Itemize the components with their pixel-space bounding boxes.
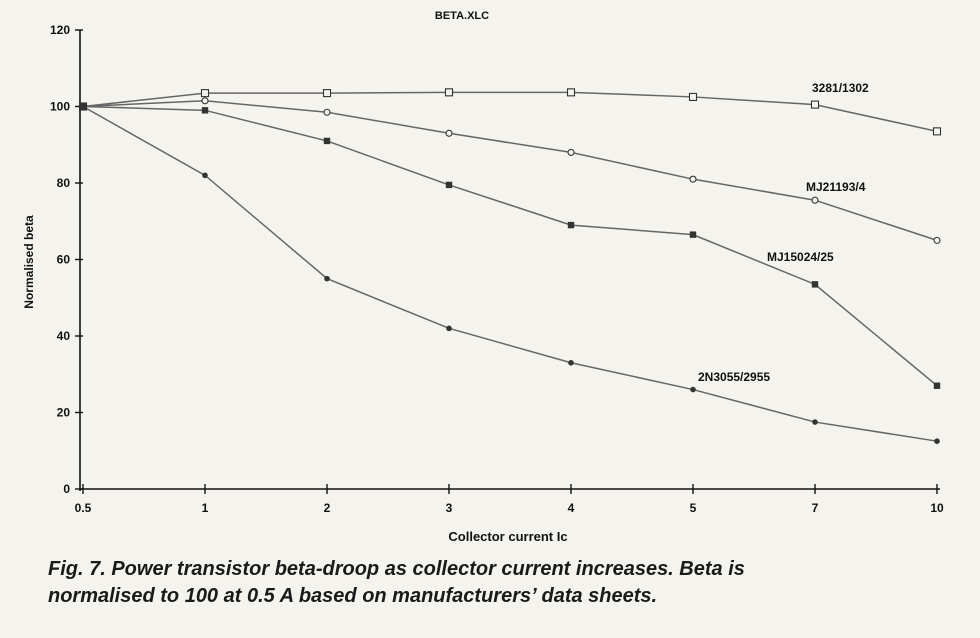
y-tick-label: 80 (57, 176, 71, 190)
data-point (812, 419, 818, 425)
data-point (322, 89, 332, 98)
chart-title: BETA.XLC (435, 10, 489, 22)
series-label: MJ21193/4 (806, 180, 866, 194)
x-axis-ticks: 0.5 1 2 3 4 5 7 10 (75, 484, 944, 515)
y-tick-label: 120 (50, 23, 70, 37)
series-label: 2N3055/2955 (698, 370, 770, 384)
series-line (82, 105, 938, 387)
x-tick-label: 7 (812, 501, 819, 515)
data-point (445, 129, 453, 137)
y-axis-ticks: 0 20 40 60 80 100 120 (50, 23, 83, 496)
data-point (932, 127, 942, 136)
x-tick-label: 0.5 (75, 501, 92, 515)
beta-droop-chart: BETA.XLC Normalised beta Collector curre… (22, 10, 944, 544)
data-point (80, 103, 86, 110)
data-point (568, 359, 574, 366)
series-line (82, 100, 938, 242)
x-tick-label: 2 (324, 501, 331, 515)
data-point (201, 97, 209, 105)
series-label: 3281/1302 (812, 81, 869, 95)
data-point (688, 92, 698, 101)
y-axis-label: Normalised beta (22, 215, 36, 309)
data-point (811, 196, 819, 204)
data-point (811, 281, 819, 288)
data-point (567, 148, 575, 156)
x-tick-label: 4 (568, 501, 575, 515)
y-tick-label: 60 (57, 253, 71, 267)
data-point (445, 181, 453, 189)
data-point (566, 88, 576, 97)
data-point (689, 231, 697, 238)
data-point (933, 382, 941, 389)
data-point (444, 88, 454, 97)
series-lines (82, 91, 938, 442)
series-labels: 3281/1302 MJ21193/4 MJ15024/25 2N3055/2955 (698, 81, 869, 384)
data-point (810, 100, 820, 109)
data-point (934, 438, 940, 444)
x-tick-label: 3 (446, 501, 453, 515)
data-point (933, 236, 941, 244)
data-point (324, 275, 330, 282)
data-point (446, 325, 452, 332)
x-tick-label: 5 (690, 501, 697, 515)
series-line (82, 91, 938, 133)
x-tick-label: 10 (930, 501, 944, 515)
data-point (689, 175, 697, 183)
series-markers (78, 88, 942, 444)
data-point (690, 386, 696, 393)
x-tick-label: 1 (202, 501, 209, 515)
y-tick-label: 0 (63, 482, 70, 496)
figure-caption: Fig. 7. Power transistor beta-droop as c… (48, 556, 948, 610)
caption-line-2: normalised to 100 at 0.5 A based on manu… (48, 585, 658, 607)
y-tick-label: 20 (57, 406, 71, 420)
data-point (567, 221, 575, 229)
data-point (200, 89, 210, 98)
caption-line-1: Fig. 7. Power transistor beta-droop as c… (48, 558, 745, 580)
data-point (323, 108, 331, 116)
data-point (201, 107, 209, 114)
data-point (323, 137, 331, 145)
y-tick-label: 100 (50, 100, 70, 114)
series-line (82, 105, 938, 442)
series-label: MJ15024/25 (767, 250, 834, 264)
data-point (202, 172, 208, 179)
y-tick-label: 40 (57, 329, 71, 343)
x-axis-label: Collector current Ic (448, 529, 567, 544)
